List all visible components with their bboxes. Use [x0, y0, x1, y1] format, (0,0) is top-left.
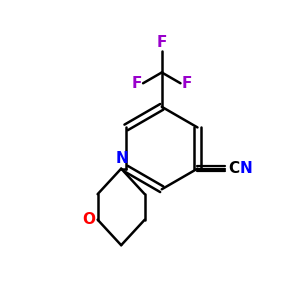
Text: N: N [239, 161, 252, 176]
Text: C: C [228, 161, 239, 176]
Text: F: F [157, 35, 167, 50]
Text: F: F [182, 76, 192, 91]
Text: O: O [83, 212, 96, 227]
Text: F: F [132, 76, 142, 91]
Text: N: N [116, 151, 128, 166]
